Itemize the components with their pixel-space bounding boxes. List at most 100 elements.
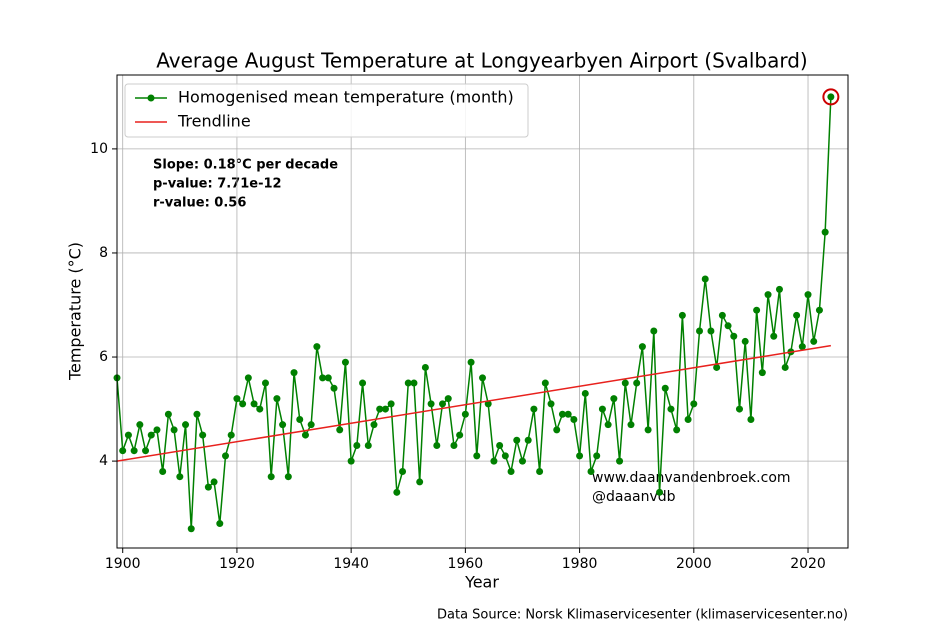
legend-marker — [147, 94, 155, 102]
data-point — [513, 436, 521, 444]
data-point — [490, 457, 498, 465]
data-point — [393, 488, 401, 496]
data-point — [439, 400, 447, 408]
data-point — [301, 431, 309, 439]
data-point — [142, 447, 150, 455]
data-point — [250, 400, 258, 408]
annotation: r-value: 0.56 — [153, 196, 246, 211]
data-point — [718, 311, 726, 319]
data-point — [496, 441, 504, 449]
data-point — [536, 468, 544, 476]
data-point — [290, 369, 298, 377]
data-point — [347, 457, 355, 465]
data-point — [684, 415, 692, 423]
data-point — [147, 431, 155, 439]
data-point — [324, 374, 332, 382]
data-point — [239, 400, 247, 408]
data-point — [730, 332, 738, 340]
data-point — [667, 405, 675, 413]
watermark: www.daanvandenbroek.com — [592, 470, 791, 486]
x-tick-label: 2000 — [676, 556, 712, 572]
data-point — [370, 421, 378, 429]
data-point — [353, 441, 361, 449]
data-point — [724, 322, 732, 330]
data-point — [479, 374, 486, 382]
data-point — [775, 285, 783, 293]
data-point — [182, 421, 190, 429]
data-point — [627, 421, 635, 429]
data-point — [153, 426, 161, 434]
data-point — [222, 452, 230, 460]
data-point — [473, 452, 481, 460]
data-point — [793, 311, 801, 319]
y-tick-label: 10 — [90, 141, 108, 157]
data-point — [456, 431, 464, 439]
data-point — [319, 374, 327, 382]
x-tick-label: 1920 — [219, 556, 255, 572]
data-point — [261, 379, 269, 387]
annotation: Slope: 0.18°C per decade — [153, 158, 338, 173]
data-point — [233, 395, 241, 403]
data-point — [764, 291, 772, 299]
data-point — [176, 473, 184, 481]
data-point — [187, 525, 195, 533]
data-point — [273, 395, 281, 403]
data-point — [444, 395, 452, 403]
data-point — [541, 379, 549, 387]
data-point — [359, 379, 367, 387]
data-point — [341, 358, 349, 366]
data-point — [507, 468, 515, 476]
data-point — [210, 478, 218, 486]
data-point — [484, 400, 492, 408]
data-point — [735, 405, 743, 413]
x-tick-label: 1960 — [448, 556, 484, 572]
data-point — [364, 441, 372, 449]
data-point — [416, 478, 424, 486]
data-point — [204, 483, 212, 491]
data-point — [638, 343, 646, 351]
legend-label: Trendline — [177, 112, 251, 131]
data-point — [678, 311, 686, 319]
data-point — [256, 405, 264, 413]
y-tick-label: 8 — [99, 245, 108, 261]
data-point — [330, 384, 338, 392]
data-point — [815, 306, 823, 314]
data-point — [227, 431, 235, 439]
data-point — [564, 410, 572, 418]
data-point — [433, 441, 441, 449]
data-point — [753, 306, 761, 314]
data-point — [616, 457, 624, 465]
data-point — [404, 379, 412, 387]
data-point — [284, 473, 292, 481]
data-point — [530, 405, 538, 413]
data-point — [244, 374, 252, 382]
data-point — [598, 405, 606, 413]
data-point — [604, 421, 612, 429]
data-point — [376, 405, 384, 413]
data-point — [387, 400, 395, 408]
data-point — [313, 343, 321, 351]
data-point — [267, 473, 275, 481]
annotation: p-value: 7.71e-12 — [153, 177, 282, 192]
data-point — [124, 431, 132, 439]
data-point — [610, 395, 618, 403]
source-note: Data Source: Norsk Klimaservicesenter (k… — [437, 608, 848, 623]
data-point — [136, 421, 144, 429]
data-point — [747, 415, 755, 423]
data-point — [690, 400, 698, 408]
data-point — [553, 426, 561, 434]
data-point — [164, 410, 172, 418]
y-tick-label: 4 — [99, 453, 108, 469]
data-point — [307, 421, 315, 429]
data-line — [117, 96, 832, 529]
data-point — [159, 468, 167, 476]
x-tick-label: 1940 — [333, 556, 369, 572]
data-point — [547, 400, 555, 408]
data-point — [558, 410, 566, 418]
data-point — [827, 93, 835, 101]
data-point — [119, 447, 127, 455]
data-point — [644, 426, 652, 434]
data-point — [421, 363, 429, 371]
data-point — [661, 384, 669, 392]
legend-box — [124, 83, 529, 138]
